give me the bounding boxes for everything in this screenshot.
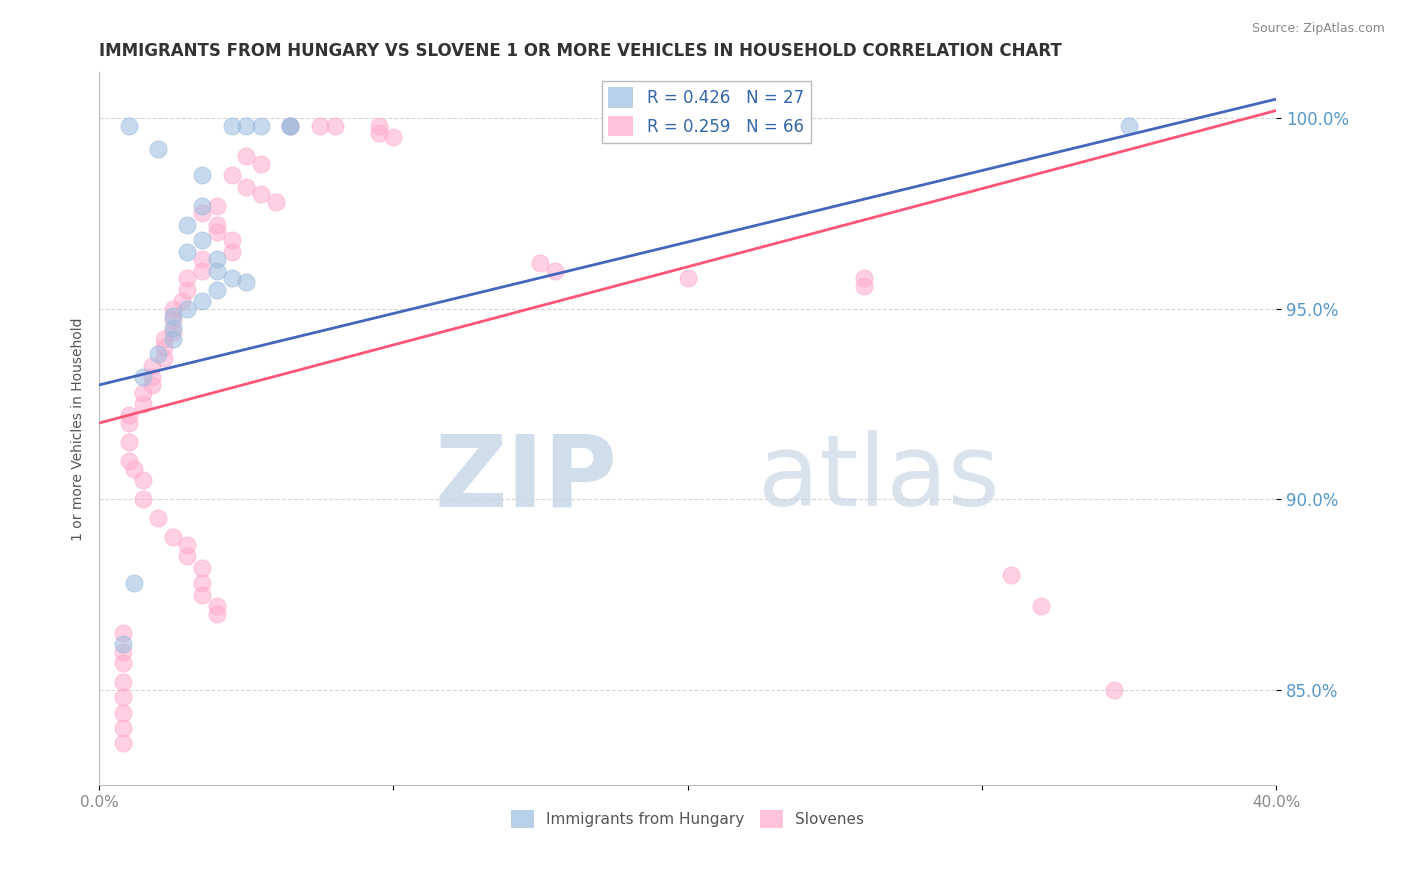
Text: Source: ZipAtlas.com: Source: ZipAtlas.com [1251,22,1385,36]
Point [176,271,198,285]
Point [162,301,184,316]
Point [132,370,155,384]
Point [162,320,184,334]
Point [221,244,243,259]
Point [235,275,257,289]
Point [250,187,273,202]
Point [280,119,302,133]
Point [111,675,134,690]
Point [111,736,134,750]
Point [191,263,214,277]
Point [153,351,176,366]
Point [111,706,134,720]
Point [132,492,155,507]
Point [205,263,228,277]
Point [176,218,198,232]
Point [853,278,876,293]
Point [250,157,273,171]
Point [1118,119,1140,133]
Point [111,625,134,640]
Point [382,130,405,145]
Point [191,561,214,575]
Point [529,256,551,270]
Point [141,370,163,384]
Point [162,310,184,324]
Point [111,690,134,705]
Point [176,538,198,552]
Text: ZIP: ZIP [434,430,617,527]
Point [117,119,139,133]
Point [280,119,302,133]
Point [191,576,214,591]
Point [141,378,163,392]
Text: atlas: atlas [758,430,1000,527]
Point [146,142,169,156]
Point [124,576,146,591]
Point [367,127,389,141]
Legend: Immigrants from Hungary, Slovenes: Immigrants from Hungary, Slovenes [505,804,870,835]
Point [264,194,287,209]
Point [191,199,214,213]
Point [153,332,176,346]
Point [191,206,214,220]
Point [124,462,146,476]
Point [235,149,257,163]
Point [111,645,134,659]
Point [544,263,567,277]
Point [280,119,302,133]
Point [117,409,139,423]
Point [191,588,214,602]
Point [117,454,139,468]
Point [170,294,193,309]
Point [205,252,228,267]
Point [308,119,330,133]
Point [221,233,243,247]
Point [132,385,155,400]
Point [132,473,155,487]
Point [205,283,228,297]
Point [132,397,155,411]
Point [117,416,139,430]
Point [191,294,214,309]
Point [162,325,184,339]
Point [111,721,134,735]
Point [205,199,228,213]
Point [853,271,876,285]
Point [250,119,273,133]
Point [176,283,198,297]
Point [111,656,134,670]
Point [323,119,346,133]
Point [117,435,139,450]
Y-axis label: 1 or more Vehicles in Household: 1 or more Vehicles in Household [72,317,86,541]
Text: IMMIGRANTS FROM HUNGARY VS SLOVENE 1 OR MORE VEHICLES IN HOUSEHOLD CORRELATION C: IMMIGRANTS FROM HUNGARY VS SLOVENE 1 OR … [100,42,1062,60]
Point [235,179,257,194]
Point [176,244,198,259]
Point [235,119,257,133]
Point [367,119,389,133]
Point [153,340,176,354]
Point [176,549,198,564]
Point [205,607,228,621]
Point [221,119,243,133]
Point [162,332,184,346]
Point [1104,682,1126,697]
Point [205,599,228,613]
Point [111,637,134,651]
Point [191,252,214,267]
Point [1029,599,1052,613]
Point [146,347,169,361]
Point [205,226,228,240]
Point [676,271,699,285]
Point [162,530,184,544]
Point [221,169,243,183]
Point [162,313,184,327]
Point [191,169,214,183]
Point [141,359,163,373]
Point [221,271,243,285]
Point [176,301,198,316]
Point [191,233,214,247]
Point [205,218,228,232]
Point [146,511,169,525]
Point [1000,568,1022,582]
